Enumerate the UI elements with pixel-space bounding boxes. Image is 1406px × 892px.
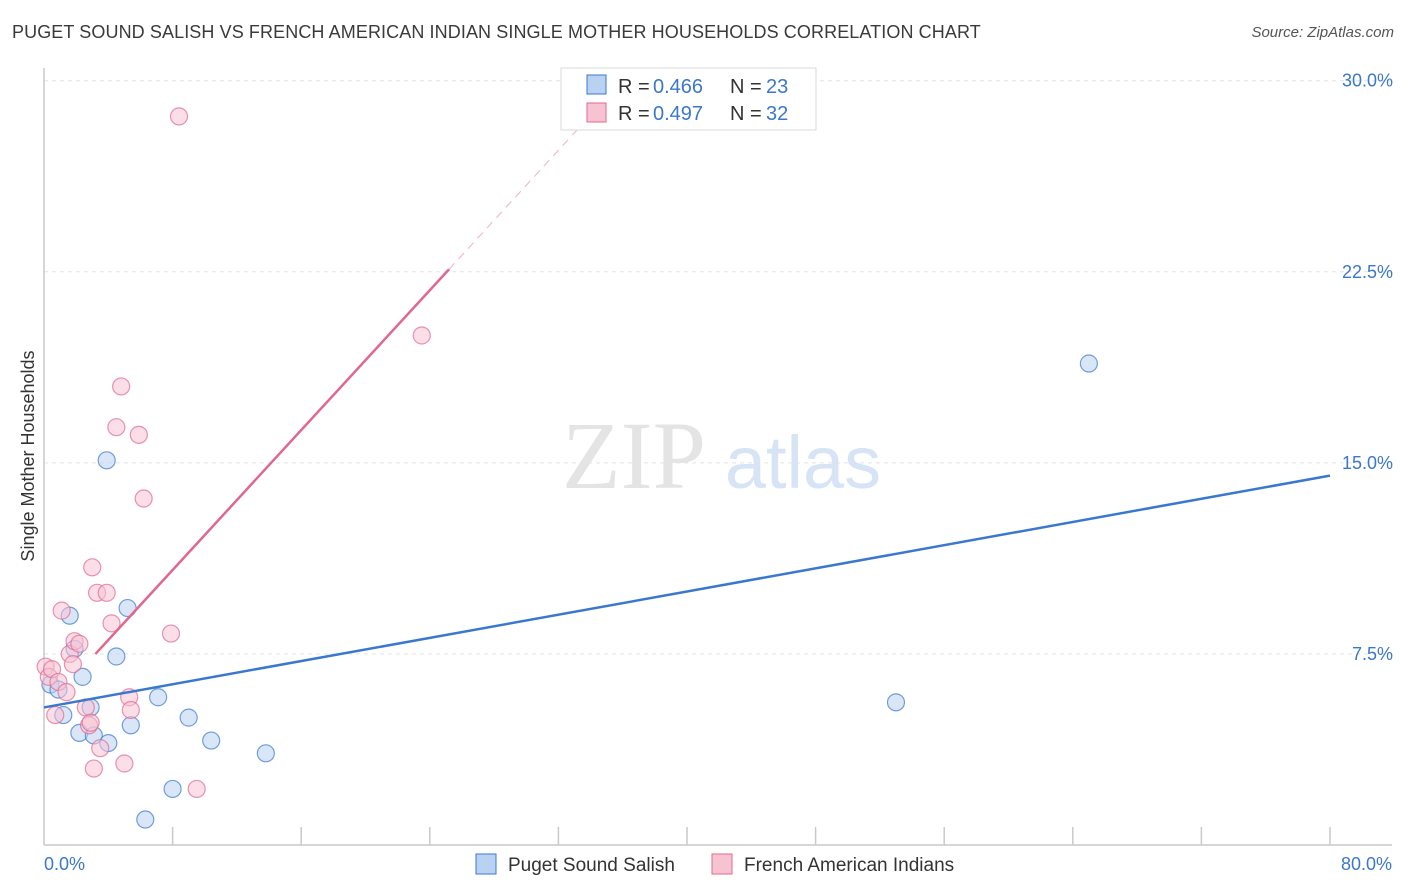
legend-r-value-blue: 0.466 (653, 76, 703, 98)
x-axis-ticks (171, 827, 1331, 845)
y-tick-label: 22.5% (1342, 262, 1393, 282)
series-french-american-indians (36, 107, 431, 799)
x-tick-label-max: 80.0% (1341, 854, 1392, 874)
point-french-american-indians (84, 759, 103, 778)
point-french-american-indians (83, 558, 102, 577)
point-puget-sound-salish (256, 744, 275, 763)
y-axis-label: Single Mother Households (18, 350, 38, 561)
bottom-legend-label-blue: Puget Sound Salish (508, 855, 675, 876)
point-french-american-indians (169, 107, 189, 126)
chart-title: PUGET SOUND SALISH VS FRENCH AMERICAN IN… (12, 22, 981, 42)
legend-r-label-blue: R = (618, 76, 650, 98)
watermark-atlas: atlas (725, 421, 881, 504)
trend-line-extension (448, 123, 583, 270)
point-puget-sound-salish (121, 716, 140, 735)
legend-n-label-pink: N = (730, 103, 762, 125)
y-tick-label: 7.5% (1352, 644, 1393, 664)
point-puget-sound-salish (149, 688, 168, 707)
trend-line-french-american-indians (94, 268, 451, 655)
point-puget-sound-salish (73, 667, 92, 686)
legend-n-label-blue: N = (730, 76, 762, 98)
point-french-american-indians (102, 614, 121, 633)
bottom-legend-swatch-pink (711, 853, 733, 875)
legend-swatch-blue (586, 74, 607, 95)
point-french-american-indians (81, 713, 100, 732)
legend-n-value-pink: 32 (766, 103, 788, 125)
point-puget-sound-salish (136, 810, 155, 829)
series-legend: Puget Sound Salish French American India… (475, 853, 954, 876)
point-puget-sound-salish (97, 451, 116, 470)
y-tick-label: 30.0% (1342, 71, 1393, 91)
point-puget-sound-salish (202, 731, 221, 750)
gridlines (44, 80, 1392, 655)
point-puget-sound-salish (1079, 354, 1098, 373)
point-puget-sound-salish (179, 708, 198, 727)
point-french-american-indians (63, 655, 83, 674)
point-french-american-indians (57, 683, 76, 702)
point-french-american-indians (97, 583, 116, 602)
point-french-american-indians (112, 377, 131, 396)
y-tick-labels: 7.5% 15.0% 22.5% 30.0% (1342, 71, 1393, 664)
point-french-american-indians (52, 601, 71, 620)
point-french-american-indians (187, 779, 206, 799)
point-french-american-indians (121, 700, 140, 720)
correlation-legend: R = 0.466 N = 23 R = 0.497 N = 32 (560, 67, 817, 131)
trend-line-puget-sound-salish (43, 474, 1331, 709)
x-tick-label-min: 0.0% (44, 854, 85, 874)
bottom-legend-swatch-blue (475, 853, 497, 875)
trend-lines (43, 123, 1331, 709)
point-french-american-indians (129, 425, 148, 444)
point-french-american-indians (107, 418, 126, 437)
legend-r-label-pink: R = (618, 103, 650, 125)
point-french-american-indians (134, 489, 153, 508)
point-french-american-indians (46, 705, 65, 725)
legend-r-value-pink: 0.497 (653, 103, 703, 125)
legend-swatch-pink (586, 102, 607, 123)
point-puget-sound-salish (886, 693, 906, 712)
point-french-american-indians (70, 634, 89, 653)
point-french-american-indians (161, 624, 181, 643)
bottom-legend-label-pink: French American Indians (744, 855, 954, 876)
point-french-american-indians (91, 739, 110, 758)
point-french-american-indians (115, 754, 134, 773)
legend-n-value-blue: 23 (766, 76, 788, 98)
source-label: Source: ZipAtlas.com (1251, 24, 1394, 41)
point-puget-sound-salish (107, 647, 126, 666)
point-french-american-indians (412, 326, 431, 345)
point-puget-sound-salish (163, 779, 182, 799)
y-tick-label: 15.0% (1342, 453, 1393, 473)
watermark-zip: ZIP (562, 402, 706, 509)
